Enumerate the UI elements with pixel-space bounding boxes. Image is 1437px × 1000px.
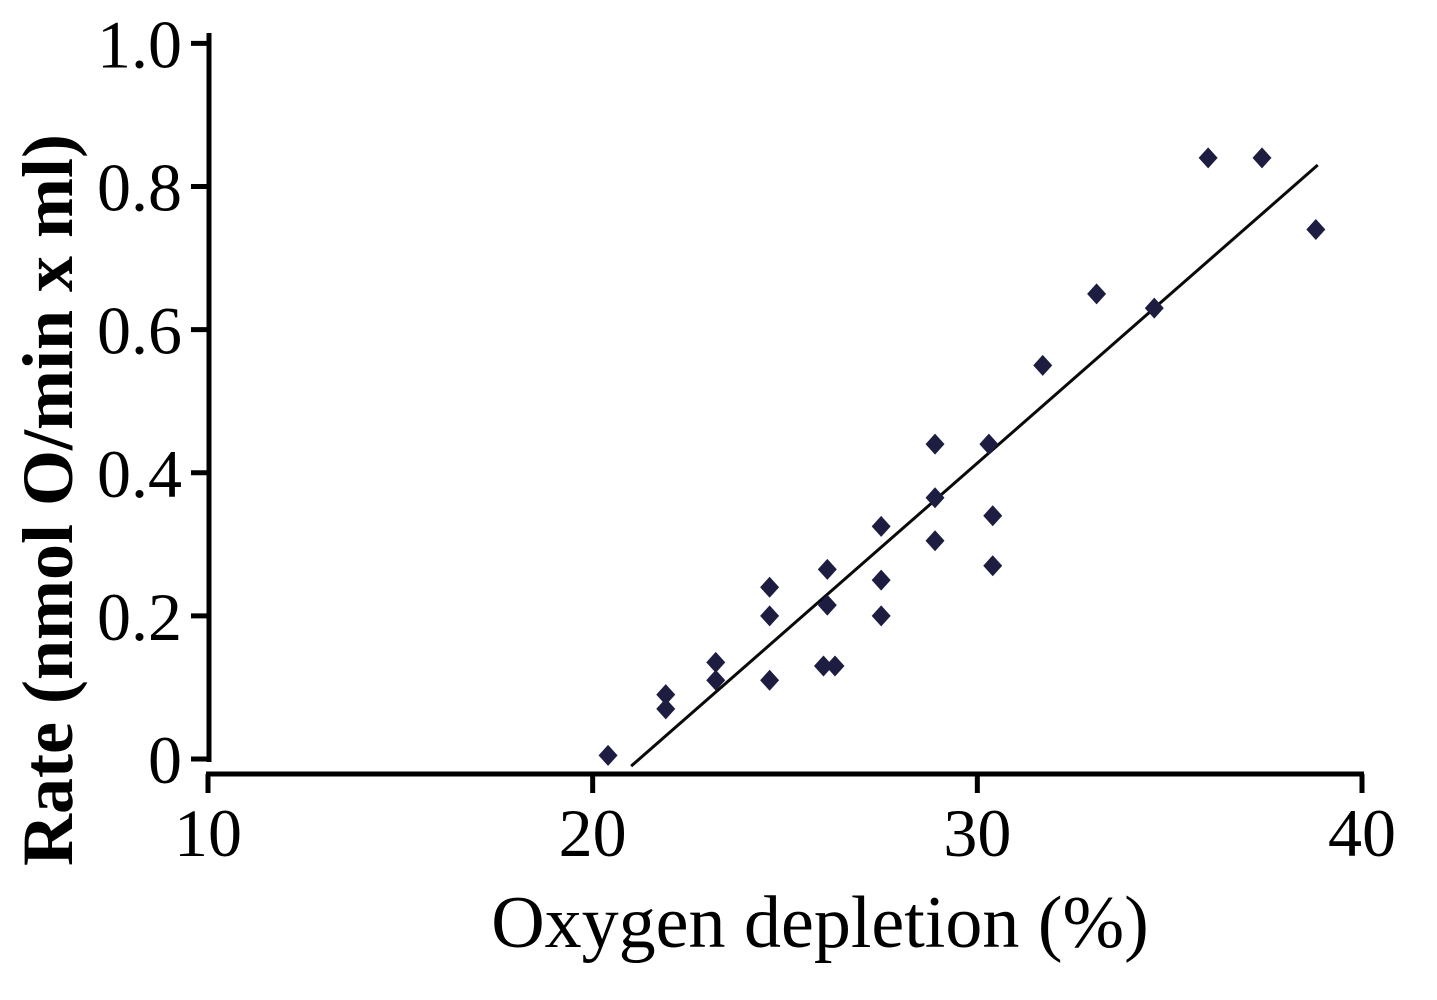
- y-tick-label: 1.0: [97, 6, 182, 82]
- x-tick-label: 10: [174, 795, 242, 871]
- data-points-layer: [598, 147, 1326, 766]
- data-point: [1198, 147, 1218, 169]
- y-tick-label: 0.2: [97, 579, 182, 655]
- data-point: [825, 655, 845, 677]
- x-tick-label: 30: [943, 795, 1011, 871]
- axis-ticks: [191, 40, 1365, 793]
- x-tick-label: 40: [1328, 795, 1396, 871]
- data-point: [1087, 283, 1107, 305]
- data-point: [925, 433, 945, 455]
- data-point: [598, 744, 618, 766]
- trend-line: [630, 163, 1319, 768]
- data-point: [813, 655, 833, 677]
- data-point: [656, 698, 676, 720]
- data-point: [983, 555, 1003, 577]
- data-point: [1144, 297, 1164, 319]
- y-tick-label: 0.8: [97, 150, 182, 226]
- y-tick-label: 0.6: [97, 293, 182, 369]
- y-axis-label: Rate (nmol O/min x ml): [8, 134, 88, 866]
- data-point: [656, 684, 676, 706]
- data-point: [1306, 218, 1326, 240]
- data-point: [817, 594, 837, 616]
- x-axis-label: Oxygen depletion (%): [491, 882, 1149, 964]
- data-point: [983, 505, 1003, 527]
- data-point: [925, 487, 945, 509]
- y-tick-label: 0.4: [97, 436, 182, 512]
- trend-line-layer: [630, 163, 1319, 768]
- tick-labels: 0 0.2 0.4 0.6 0.8 1.0 10 20 30 40: [97, 6, 1396, 871]
- data-point: [760, 576, 780, 598]
- data-point: [979, 433, 999, 455]
- data-point: [871, 515, 891, 537]
- y-tick-label: 0: [148, 722, 182, 798]
- data-point: [871, 605, 891, 627]
- data-point: [871, 569, 891, 591]
- axes: [206, 33, 1364, 777]
- data-point: [760, 669, 780, 691]
- data-point: [925, 530, 945, 552]
- data-point: [706, 651, 726, 673]
- data-point: [706, 669, 726, 691]
- data-point: [1033, 354, 1053, 376]
- data-point: [817, 558, 837, 580]
- data-point: [760, 605, 780, 627]
- x-tick-label: 20: [559, 795, 627, 871]
- data-point: [1252, 147, 1272, 169]
